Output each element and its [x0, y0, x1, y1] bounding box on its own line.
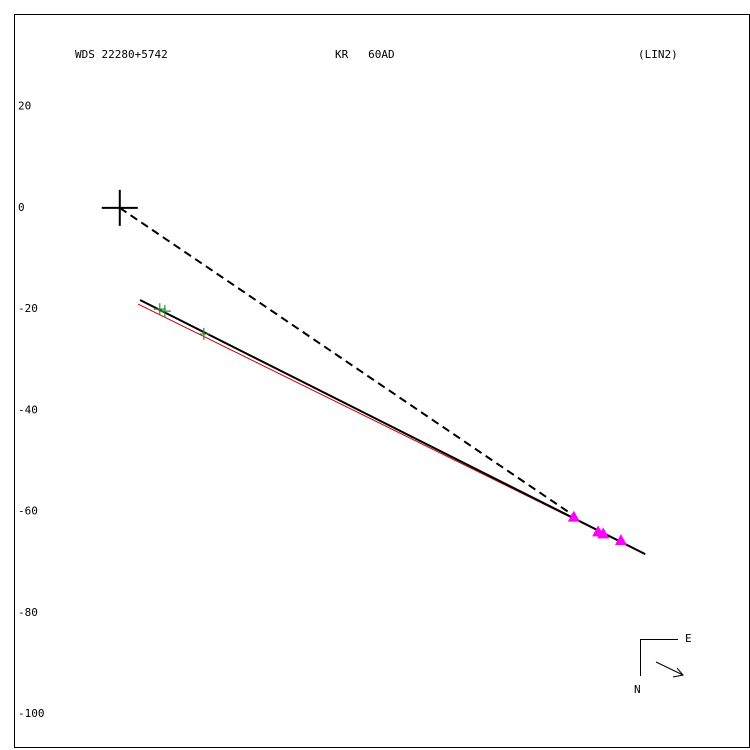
fit-line — [139, 299, 646, 556]
compass: E N — [634, 632, 692, 696]
observation-plus — [153, 303, 166, 316]
y-tick-label: 20 — [18, 100, 31, 113]
chart-subtitle: KR 60AD — [335, 48, 395, 61]
motion-arrow — [655, 661, 684, 676]
observation-triangle — [567, 510, 580, 522]
chart-title: WDS 22280+5742 — [75, 48, 168, 61]
observation-plus — [197, 327, 210, 340]
fit-line — [119, 207, 575, 517]
y-tick-label: -80 — [18, 606, 38, 619]
primary-star — [101, 189, 138, 226]
compass-east-label: E — [685, 632, 692, 645]
annotation: (LIN2) — [638, 48, 678, 61]
plot-frame — [14, 14, 750, 748]
y-tick-label: -40 — [18, 403, 38, 416]
compass-north-label: N — [634, 683, 641, 696]
observation-triangle — [614, 533, 627, 545]
y-tick-label: -100 — [18, 707, 45, 720]
observation-plus — [158, 305, 171, 318]
observation-triangle — [597, 527, 610, 539]
y-tick-label: -60 — [18, 505, 38, 518]
y-tick-label: -20 — [18, 302, 38, 315]
motion-arrow-head — [672, 667, 684, 678]
y-tick-label: 0 — [18, 201, 25, 214]
